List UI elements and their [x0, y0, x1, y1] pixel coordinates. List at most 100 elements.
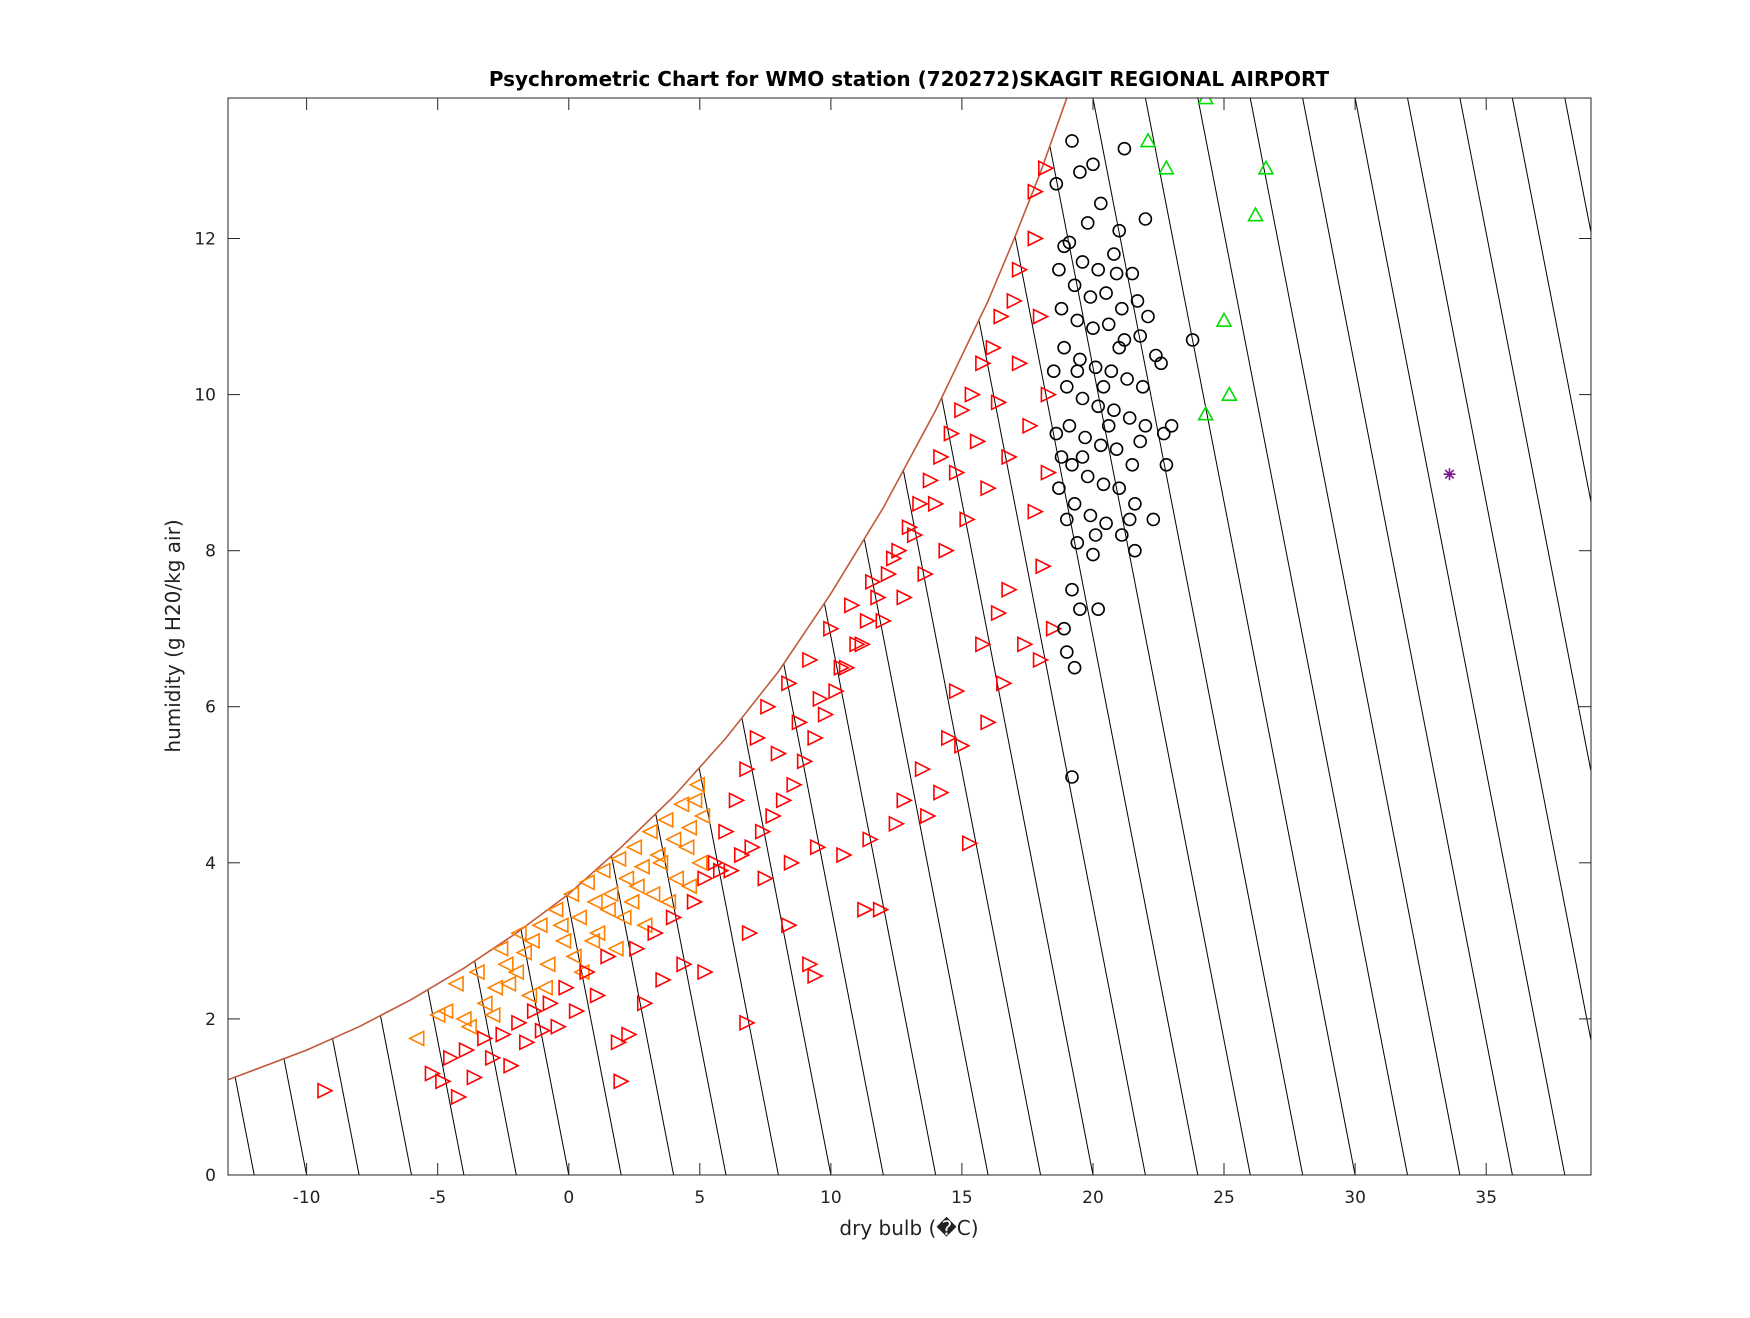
wet-bulb-line [1186, 98, 1408, 1175]
data-point-triangle-left [562, 885, 580, 903]
data-point-triangle-right [914, 760, 932, 778]
data-point-triangle-right [980, 479, 997, 497]
data-point-circle [1065, 457, 1079, 472]
data-point-triangle-up [1220, 385, 1238, 401]
data-point-triangle-right [1040, 464, 1058, 481]
data-point-triangle-left [588, 924, 606, 942]
data-point-triangle-left [667, 870, 685, 887]
y-tick-label: 4 [205, 854, 216, 874]
saturation-curve-group [228, 98, 1068, 1081]
data-point-circle [1128, 543, 1142, 558]
data-point-triangle-right [807, 967, 824, 985]
data-point-triangle-right [854, 636, 872, 653]
data-point-triangle-right [891, 542, 908, 559]
data-point-triangle-right [786, 776, 803, 794]
data-point-triangle-right [985, 339, 1003, 357]
data-point-triangle-right [901, 518, 919, 536]
y-tick-label: 8 [205, 542, 216, 562]
data-point-triangle-right [857, 901, 874, 918]
data-point-circle [1109, 266, 1124, 281]
data-point-triangle-right [1045, 620, 1063, 637]
data-point-triangle-right [676, 955, 693, 973]
y-tick-label: 12 [194, 230, 216, 250]
x-tick-label: 10 [820, 1188, 842, 1208]
data-point-triangle-right [796, 753, 814, 770]
data-point-triangle-left [523, 932, 540, 950]
data-point-triangle-right [807, 729, 824, 747]
data-point-triangle-right [647, 924, 665, 942]
data-point-triangle-right [744, 838, 762, 856]
data-point-circle [1117, 141, 1132, 156]
data-point-triangle-left [651, 854, 669, 872]
x-tick-label: -5 [429, 1188, 446, 1208]
data-point-triangle-left [688, 776, 705, 794]
data-point-triangle-right [948, 682, 966, 700]
x-tick-label: 20 [1082, 1188, 1104, 1208]
data-point-triangle-right [733, 846, 751, 864]
data-point-triangle-right [697, 963, 714, 981]
data-point-triangle-left [436, 1002, 454, 1020]
data-point-triangle-right [896, 589, 914, 606]
data-point-triangle-right [568, 1002, 586, 1020]
data-point-triangle-right [906, 526, 924, 544]
data-point-circle [1122, 411, 1137, 425]
data-point-circle [1080, 216, 1095, 230]
data-point-triangle-right [828, 682, 845, 700]
data-point-triangle-left [656, 811, 674, 829]
data-point-triangle-up [1215, 311, 1233, 327]
data-point-triangle-right [317, 1082, 334, 1100]
data-point-triangle-left [599, 901, 616, 918]
data-point-triangle-right [1032, 308, 1050, 325]
data-point-triangle-right [1006, 292, 1024, 310]
data-point-triangle-right [466, 1069, 484, 1086]
data-point-triangle-left [622, 893, 640, 911]
data-point-circle [1138, 212, 1153, 226]
data-point-triangle-right [1027, 503, 1045, 520]
star-stroke [1444, 469, 1455, 479]
data-point-triangle-right [783, 854, 801, 872]
data-point-triangle-right [1038, 159, 1055, 177]
wet-bulb-line [1448, 98, 1591, 1175]
data-point-triangle-right [980, 714, 997, 731]
data-point-triangle-right [534, 1022, 552, 1039]
data-point-triangle-left [573, 963, 590, 981]
x-tick-label: 0 [563, 1188, 574, 1208]
data-point-circle [1099, 516, 1113, 531]
data-point-circle [1083, 508, 1098, 523]
data-point-triangle-left [643, 885, 661, 903]
data-point-circle [1054, 450, 1069, 464]
data-point-circle [1133, 434, 1147, 449]
data-point-triangle-right [943, 425, 961, 442]
wet-bulb-line [1239, 98, 1461, 1175]
data-point-circle [1086, 157, 1100, 172]
data-point-circle [1122, 512, 1137, 527]
y-tick-label: 0 [205, 1166, 216, 1186]
data-point-triangle-right [865, 573, 882, 591]
data-point-circle [1052, 481, 1066, 496]
data-point-triangle-left [447, 975, 464, 993]
data-point-triangle-left [497, 955, 514, 973]
data-point-triangle-right [723, 862, 741, 879]
x-tick-label: 15 [951, 1188, 973, 1208]
chart-title: Psychrometric Chart for WMO station (720… [489, 67, 1330, 91]
x-axis-label: dry bulb (�C) [839, 1216, 978, 1240]
data-point-triangle-left [607, 940, 624, 957]
data-point-circle [1086, 321, 1100, 336]
data-point-triangle-right [885, 550, 903, 567]
data-point-triangle-right [809, 838, 827, 856]
data-point-circle [1091, 602, 1105, 617]
data-point-triangle-right [791, 714, 809, 731]
data-point-triangle-right [781, 675, 798, 692]
data-point-triangle-right [817, 706, 835, 723]
data-point-triangle-right [862, 831, 879, 848]
data-point-triangle-right [1027, 183, 1045, 200]
wet-bulb-line [1291, 98, 1513, 1175]
data-point-triangle-up [1139, 132, 1157, 148]
data-point-triangle-left [468, 963, 485, 981]
data-point-triangle-right [477, 1030, 494, 1047]
data-point-circle [1073, 165, 1087, 179]
data-point-triangle-right [990, 394, 1008, 411]
data-point-triangle-left [486, 979, 504, 996]
data-point-triangle-right [1040, 386, 1058, 403]
data-point-circle [1136, 379, 1150, 394]
